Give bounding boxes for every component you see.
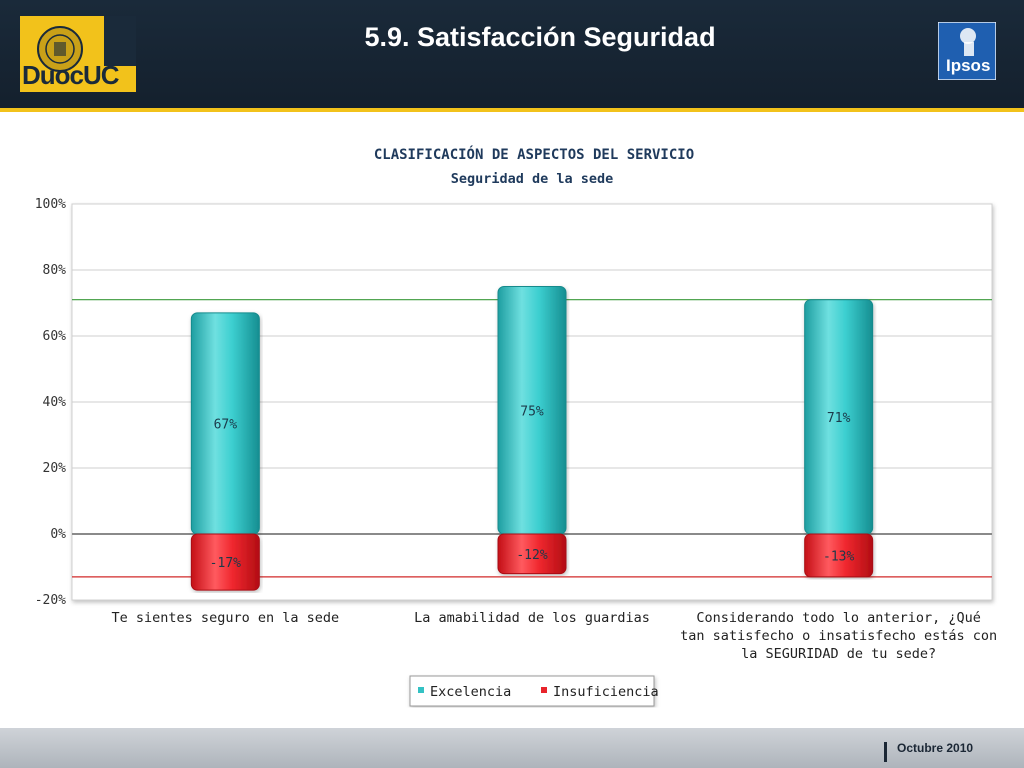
data-label-excelencia: 75% xyxy=(520,404,544,419)
ipsos-head-icon xyxy=(960,28,976,44)
data-label-excelencia: 71% xyxy=(827,411,851,426)
ipsos-logo xyxy=(937,21,997,84)
footer-date: Octubre 2010 xyxy=(897,741,974,755)
y-tick-label: 60% xyxy=(43,329,67,344)
y-tick-label: 80% xyxy=(43,263,67,278)
data-label-insuficiencia: -12% xyxy=(516,548,547,563)
bar-insuficiencia xyxy=(804,533,874,578)
y-tick-label: 40% xyxy=(43,395,67,410)
y-tick-label: 20% xyxy=(43,461,67,476)
footer-bar xyxy=(0,728,1024,768)
chart-title: CLASIFICACIÓN DE ASPECTOS DEL SERVICIO xyxy=(374,145,694,163)
legend-swatch-excelencia xyxy=(418,687,424,693)
legend-box xyxy=(409,675,655,707)
legend-label-excelencia: Excelencia xyxy=(430,684,511,700)
bars: 67% -17% 75% -12% 71% -13% xyxy=(190,286,874,591)
duoc-logo xyxy=(20,16,136,96)
category-label: Considerando todo lo anterior, ¿Qué tan s… xyxy=(680,610,997,662)
y-tick-label: -20% xyxy=(35,593,66,608)
bar-insuficiencia xyxy=(497,533,567,575)
y-axis-ticks: 100% 80% 60% 40% 20% 0% -20% xyxy=(35,197,66,608)
x-axis-categories: Te sientes seguro en la sede La amabilida… xyxy=(112,610,998,662)
ipsos-logo-text: Ipsos xyxy=(946,56,991,75)
header-accent-rule xyxy=(0,108,1024,112)
duoc-logo-text: DuocUC xyxy=(22,60,120,90)
y-tick-label: 100% xyxy=(35,197,66,212)
bar-chart: CLASIFICACIÓN DE ASPECTOS DEL SERVICIO S… xyxy=(35,145,998,707)
footer-divider xyxy=(884,742,887,762)
header-bar xyxy=(0,0,1024,108)
chart-subtitle: Seguridad de la sede xyxy=(451,171,614,187)
legend: Excelencia Insuficiencia xyxy=(409,675,659,707)
legend-label-insuficiencia: Insuficiencia xyxy=(553,684,659,700)
data-label-insuficiencia: -13% xyxy=(823,549,854,564)
slide-title: 5.9. Satisfacción Seguridad xyxy=(364,22,716,52)
legend-swatch-insuficiencia xyxy=(541,687,547,693)
y-tick-label: 0% xyxy=(50,527,66,542)
data-label-insuficiencia: -17% xyxy=(210,556,241,571)
bar-insuficiencia xyxy=(190,533,260,591)
data-label-excelencia: 67% xyxy=(214,417,238,432)
category-label: Te sientes seguro en la sede xyxy=(112,610,340,626)
category-label: La amabilidad de los guardias xyxy=(414,610,650,626)
